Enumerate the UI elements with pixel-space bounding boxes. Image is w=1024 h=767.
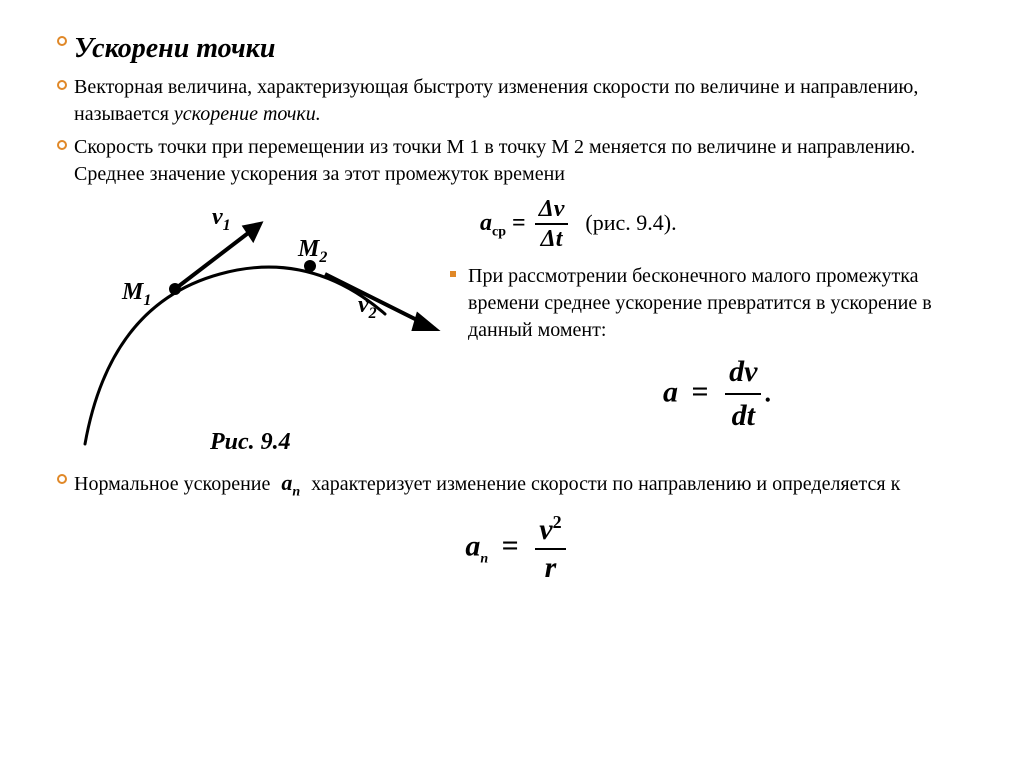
v2-sub: 2 bbox=[368, 305, 377, 322]
equation-2: a = dv dt . bbox=[450, 352, 984, 437]
b3-post: характеризует изменение скорости по напр… bbox=[306, 473, 900, 495]
bullet-ring bbox=[57, 36, 67, 46]
v1-sub: 1 bbox=[223, 217, 231, 234]
svg-text:M1: M1 bbox=[121, 279, 151, 309]
eq2-lhs: a bbox=[663, 375, 678, 408]
eq2-num: dv bbox=[725, 352, 761, 394]
bullet-3: Нормальное ускорение an характеризует из… bbox=[74, 468, 984, 502]
m1-label: M bbox=[121, 279, 145, 305]
m2-sub: 2 bbox=[318, 249, 327, 266]
bullet-ring bbox=[57, 140, 67, 150]
b3-sym: a bbox=[281, 470, 292, 495]
bullet-ring bbox=[57, 474, 67, 484]
b3-pre: Нормальное ускорение bbox=[74, 473, 275, 495]
eq1-lhs: a bbox=[480, 210, 492, 236]
eq3-num: v bbox=[539, 513, 552, 546]
bullet-ring bbox=[57, 80, 67, 90]
v2-label: v bbox=[358, 292, 369, 318]
eq2-dot: . bbox=[764, 378, 771, 407]
eq1-lhs-sub: ср bbox=[492, 225, 506, 240]
m2-label: M bbox=[297, 236, 321, 262]
v1-label: v bbox=[212, 204, 223, 230]
equation-1: aср = Δv Δt (рис. 9.4). bbox=[480, 196, 984, 253]
bullet-2: Скорость точки при перемещении из точки … bbox=[74, 134, 984, 188]
b3-sub: n bbox=[292, 484, 300, 499]
eq3-lhs: a bbox=[465, 529, 480, 562]
eq1-after: (рис. 9.4). bbox=[585, 210, 676, 235]
eq3-eq: = bbox=[502, 529, 519, 562]
eq3-num-sup: 2 bbox=[553, 512, 562, 532]
eq1-den: Δt bbox=[535, 223, 569, 252]
eq1-eq: = bbox=[512, 210, 526, 236]
m1-sub: 1 bbox=[143, 292, 151, 309]
sub-text: При рассмотрении бесконечного малого про… bbox=[468, 263, 984, 344]
figure-caption: Рис. 9.4 bbox=[209, 429, 291, 455]
eq3-den: r bbox=[535, 548, 565, 585]
svg-text:M2: M2 bbox=[297, 236, 327, 266]
eq3-lhs-sub: n bbox=[480, 551, 488, 566]
bullet-1: Векторная величина, характеризующая быст… bbox=[74, 74, 984, 128]
eq2-den: dt bbox=[725, 393, 761, 437]
b1-ital: ускорение точки. bbox=[174, 103, 321, 125]
eq2-eq: = bbox=[692, 375, 709, 408]
figure-9-4: M1 M2 v1 v2 Рис. 9.4 bbox=[50, 194, 450, 464]
equation-3: an = v2 r bbox=[50, 512, 984, 585]
eq1-num: Δv bbox=[535, 196, 569, 223]
svg-text:v1: v1 bbox=[212, 204, 231, 234]
bullet-square bbox=[450, 271, 456, 277]
title: Ускорени точки bbox=[74, 30, 984, 68]
